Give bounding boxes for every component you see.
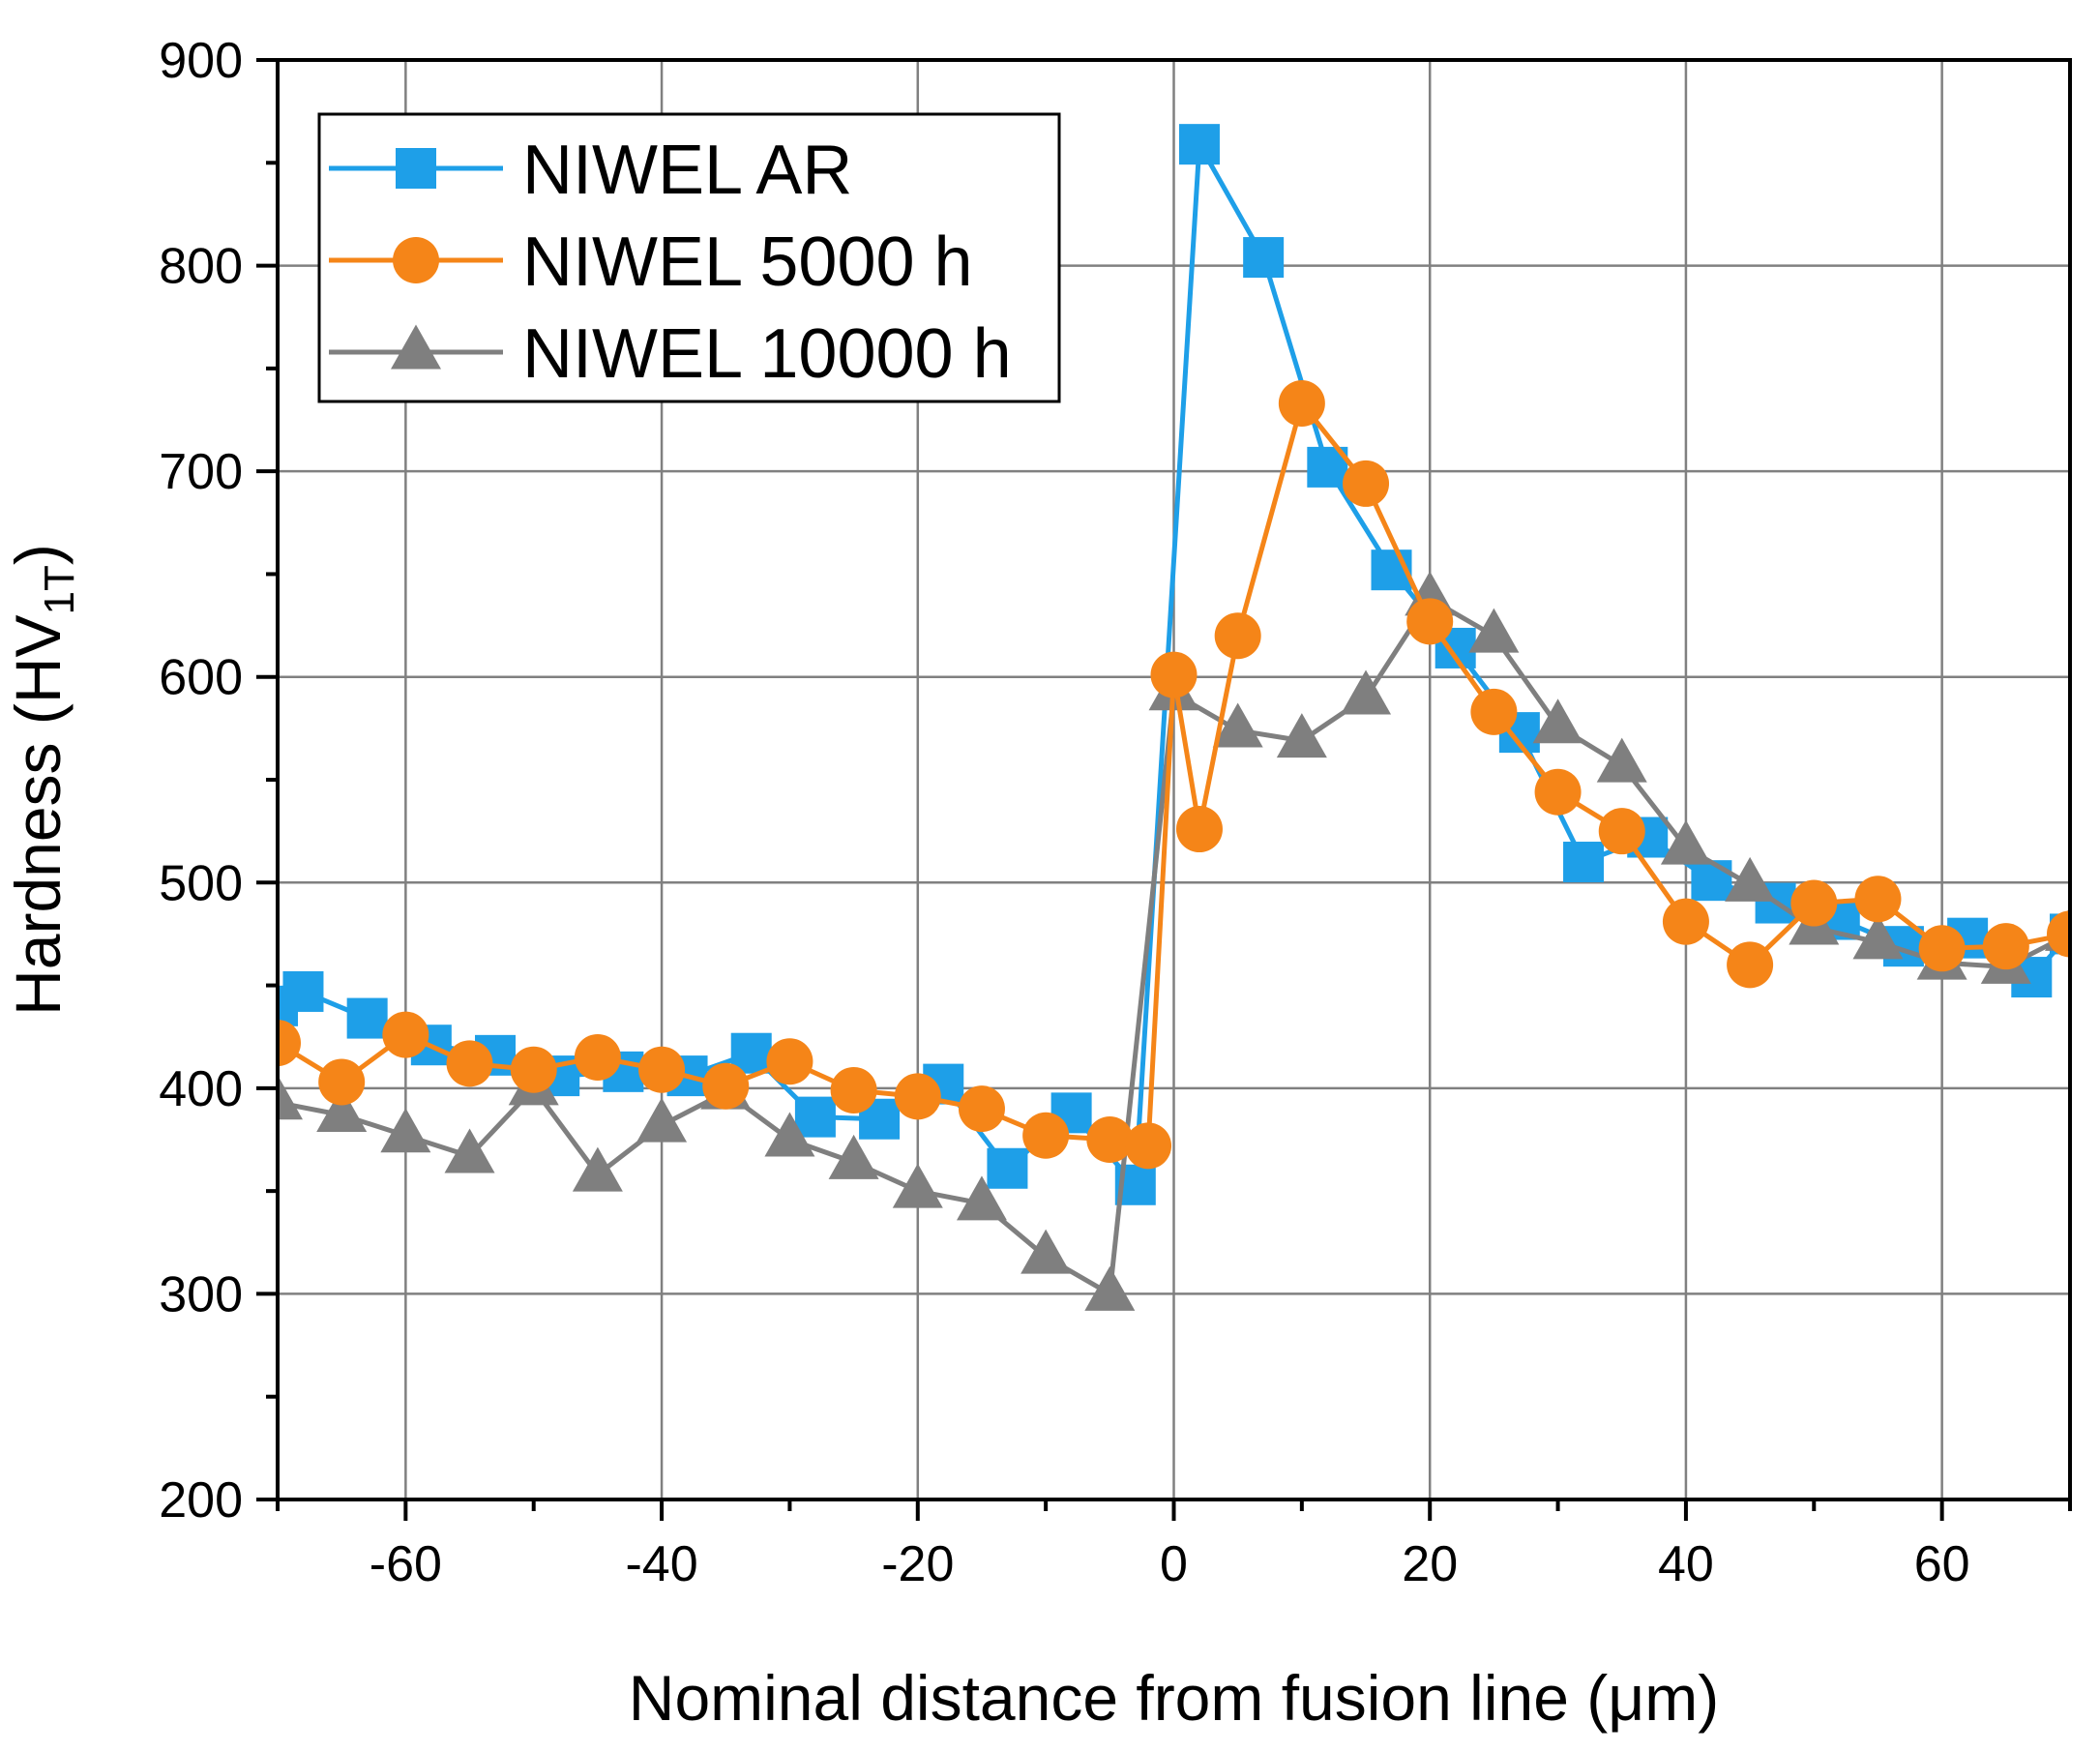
data-point [1660,819,1711,865]
data-point [1534,768,1582,816]
x-tick-label: -20 [881,1536,954,1592]
legend-label: NIWEL 5000 h [522,223,973,301]
data-point [766,1038,813,1085]
data-point [1125,1122,1172,1170]
data-point [574,1033,621,1081]
data-point [382,1011,429,1058]
y-tick-label: 900 [159,33,243,89]
data-point [1725,856,1776,902]
legend-item: NIWEL AR [329,132,852,209]
data-point [828,1134,879,1179]
x-tick-label: 60 [1914,1536,1970,1592]
data-point [1022,1112,1070,1159]
y-tick-label: 400 [159,1061,243,1117]
data-point [702,1062,750,1110]
series-niwel-10000-h [278,571,2070,1311]
y-axis-title: Hardness (HV1T) [2,544,83,1016]
y-tick-label: 800 [159,239,243,295]
data-point [1086,1116,1134,1163]
data-point [1532,698,1583,744]
legend-marker [396,148,436,189]
data-point [1468,608,1520,653]
data-point [282,970,324,1012]
data-point [510,1046,557,1093]
y-tick-label: 600 [159,650,243,706]
data-point [318,1058,366,1106]
y-axis-title-main: Hardness (HV [2,614,74,1015]
legend-label: NIWEL 10000 h [522,315,1012,393]
data-point [278,1075,303,1120]
data-point [1243,237,1285,279]
x-tick-label: 20 [1402,1536,1458,1592]
data-point [1662,898,1709,945]
data-point [894,1073,941,1120]
data-point [1918,925,1966,972]
data-point [346,997,388,1039]
data-point [987,1147,1028,1189]
legend-item: NIWEL 5000 h [329,223,973,301]
data-point [1343,460,1390,507]
legend-marker [391,324,441,370]
axes: -60 -40 -20 0 20 40 60 200 300 400 500 600 700 800 900 [159,33,2072,1592]
data-point [380,1108,431,1153]
data-point [1406,598,1454,645]
y-axis-title-close: ) [2,544,74,565]
x-tick-label: -40 [625,1536,697,1592]
data-point [1727,941,1774,989]
y-tick-label: 700 [159,444,243,500]
legend-label: NIWEL AR [522,132,852,209]
x-tick-label: 40 [1658,1536,1714,1592]
data-point [1598,808,1645,855]
data-point [830,1066,877,1114]
data-point [1790,879,1838,927]
data-point [1470,688,1518,735]
data-point [1175,806,1223,853]
data-point [278,1020,301,1067]
data-point [1852,914,1904,960]
y-tick-label: 300 [159,1266,243,1322]
data-point [794,1096,836,1138]
data-point [1276,713,1327,758]
data-point [958,1085,1005,1133]
data-point [638,1046,686,1093]
data-point [446,1040,493,1087]
data-point [1178,124,1220,165]
x-axis-title: Nominal distance from fusion line (μm) [629,1662,1719,1734]
data-point [1278,379,1325,427]
y-tick-label: 200 [159,1472,243,1529]
data-point [892,1163,943,1208]
data-point [1020,1229,1072,1274]
x-tick-label: 0 [1160,1536,1188,1592]
data-point [572,1146,623,1192]
legend-item: NIWEL 10000 h [329,315,1012,393]
data-point [1150,651,1198,698]
data-point [1563,842,1605,883]
data-point [1084,1265,1136,1311]
legend: NIWEL AR NIWEL 5000 h NIWEL 10000 h [317,112,1061,403]
data-point [1341,669,1392,715]
data-point [1214,612,1261,660]
series-niwel-5000-h [278,379,2070,1170]
x-tick-label: -60 [370,1536,442,1592]
data-point [1854,876,1902,923]
data-point [636,1097,688,1143]
legend-marker [393,237,439,283]
data-point [956,1175,1007,1221]
data-point [1982,923,2029,970]
data-point [1596,737,1647,783]
data-point [764,1112,815,1157]
y-axis-title-subscript: 1T [36,565,83,614]
data-point [444,1128,495,1173]
series-layer [278,124,2070,1311]
data-point [2047,910,2070,958]
data-point [316,1086,368,1132]
y-tick-label: 500 [159,855,243,911]
data-point [1691,860,1732,902]
data-point [1212,702,1263,748]
